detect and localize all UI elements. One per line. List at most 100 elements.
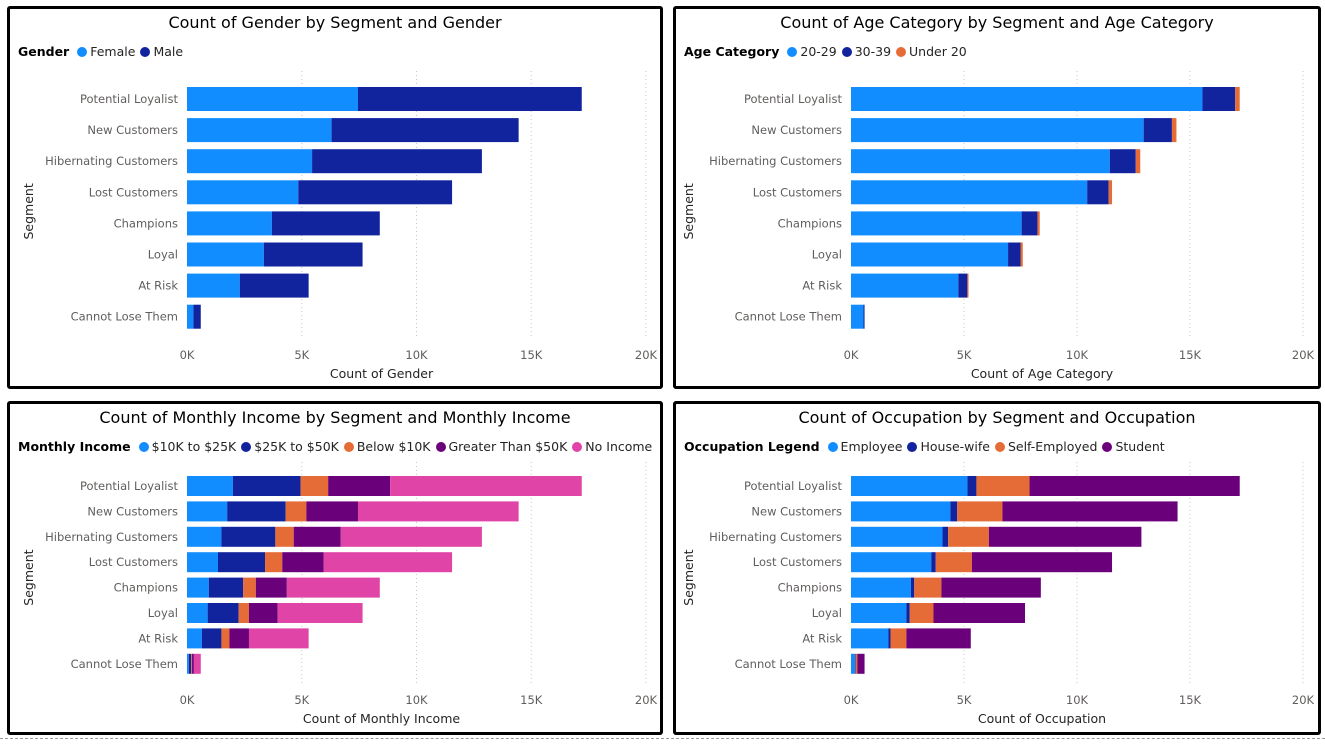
bar-segment[interactable] <box>909 603 934 623</box>
bar-segment[interactable] <box>187 577 209 598</box>
bar-segment[interactable] <box>277 603 363 623</box>
bar-segment[interactable] <box>187 304 194 329</box>
chart-panel-occupation[interactable]: Count of Occupation by Segment and Occup… <box>673 401 1321 735</box>
bar-segment[interactable] <box>328 476 391 496</box>
bar-segment[interactable] <box>942 526 949 547</box>
bar-segment[interactable] <box>207 603 239 623</box>
bar-segment[interactable] <box>193 653 201 674</box>
bar-segment[interactable] <box>948 526 989 547</box>
bar-segment[interactable] <box>193 304 201 329</box>
bar-segment[interactable] <box>1202 87 1236 111</box>
chart-panel-monthly-income[interactable]: Count of Monthly Income by Segment and M… <box>7 401 663 735</box>
bar-segment[interactable] <box>851 242 1009 267</box>
bar-segment[interactable] <box>300 476 329 496</box>
legend-item-no-income[interactable]: No Income <box>572 439 652 454</box>
chart-panel-age-category[interactable]: Count of Age Category by Segment and Age… <box>673 6 1321 389</box>
bar-segment[interactable] <box>851 211 1022 236</box>
legend-item-self-employed[interactable]: Self-Employed <box>994 439 1097 454</box>
bar-segment[interactable] <box>1029 476 1240 496</box>
bar-segment[interactable] <box>1171 118 1177 143</box>
bar-segment[interactable] <box>971 552 1113 573</box>
bar-segment[interactable] <box>857 653 865 674</box>
bar-segment[interactable] <box>851 304 864 329</box>
bar-segment[interactable] <box>957 501 1003 522</box>
bar-segment[interactable] <box>340 526 482 547</box>
bar-segment[interactable] <box>906 603 910 623</box>
bar-segment[interactable] <box>851 87 1203 111</box>
bar-segment[interactable] <box>1020 242 1023 267</box>
bar-segment[interactable] <box>331 118 519 143</box>
bar-segment[interactable] <box>255 577 287 598</box>
bar-segment[interactable] <box>187 149 313 174</box>
legend-item-greater-than-50k[interactable]: Greater Than $50K <box>435 439 567 454</box>
chart-panel-gender[interactable]: Count of Gender by Segment and Gender Ge… <box>7 6 663 389</box>
bar-segment[interactable] <box>851 476 968 496</box>
bar-segment[interactable] <box>357 501 519 522</box>
bar-segment[interactable] <box>851 149 1110 174</box>
bar-segment[interactable] <box>248 603 278 623</box>
bar-segment[interactable] <box>967 476 977 496</box>
bar-segment[interactable] <box>1002 501 1178 522</box>
bar-segment[interactable] <box>312 149 482 174</box>
bar-segment[interactable] <box>851 180 1088 205</box>
bar-segment[interactable] <box>357 87 582 111</box>
bar-segment[interactable] <box>851 628 889 649</box>
bar-segment[interactable] <box>271 211 380 236</box>
bar-chart[interactable]: 0K 5K 10K 15K 20K Potential Loyalist New Custo… <box>10 404 660 732</box>
bar-segment[interactable] <box>221 628 230 649</box>
bar-segment[interactable] <box>243 577 256 598</box>
bar-segment[interactable] <box>1143 118 1172 143</box>
bar-segment[interactable] <box>239 273 309 298</box>
bar-segment[interactable] <box>851 552 932 573</box>
legend-item-student[interactable]: Student <box>1102 439 1165 454</box>
bar-chart[interactable]: 0K 5K 10K 15K 20K Potential Loyalist New Custo… <box>10 9 660 386</box>
bar-segment[interactable] <box>1109 149 1136 174</box>
bar-segment[interactable] <box>910 577 915 598</box>
bar-segment[interactable] <box>265 552 283 573</box>
bar-segment[interactable] <box>263 242 363 267</box>
bar-segment[interactable] <box>187 211 272 236</box>
bar-segment[interactable] <box>851 526 943 547</box>
bar-segment[interactable] <box>851 118 1144 143</box>
bar-segment[interactable] <box>187 653 189 674</box>
legend-item-employee[interactable]: Employee <box>827 439 902 454</box>
legend-item-30-39[interactable]: 30-39 <box>841 44 891 59</box>
bar-segment[interactable] <box>855 653 856 674</box>
bar-segment[interactable] <box>187 628 202 649</box>
bar-segment[interactable] <box>187 87 358 111</box>
bar-segment[interactable] <box>282 552 324 573</box>
bar-chart[interactable]: 0K 5K 10K 15K 20K Potential Loyalist New Custo… <box>676 9 1318 386</box>
bar-segment[interactable] <box>275 526 294 547</box>
legend-item-25k-to-50k[interactable]: $25K to $50K <box>241 439 339 454</box>
bar-segment[interactable] <box>187 476 233 496</box>
bar-segment[interactable] <box>958 273 968 298</box>
bar-segment[interactable] <box>1108 180 1113 205</box>
bar-segment[interactable] <box>188 653 192 674</box>
bar-segment[interactable] <box>187 603 208 623</box>
bar-segment[interactable] <box>851 273 959 298</box>
legend-item-under-20[interactable]: Under 20 <box>896 44 967 59</box>
bar-segment[interactable] <box>187 552 218 573</box>
bar-chart[interactable]: 0K 5K 10K 15K 20K Potential Loyalist New Custo… <box>676 404 1318 732</box>
bar-segment[interactable] <box>285 501 307 522</box>
bar-segment[interactable] <box>306 501 358 522</box>
bar-segment[interactable] <box>221 526 276 547</box>
bar-segment[interactable] <box>201 628 222 649</box>
legend-item-male[interactable]: Male <box>140 44 183 59</box>
bar-segment[interactable] <box>1135 149 1141 174</box>
bar-segment[interactable] <box>187 273 240 298</box>
bar-segment[interactable] <box>187 180 299 205</box>
bar-segment[interactable] <box>187 526 222 547</box>
bar-segment[interactable] <box>229 628 249 649</box>
bar-segment[interactable] <box>187 501 228 522</box>
bar-segment[interactable] <box>248 628 309 649</box>
bar-segment[interactable] <box>1008 242 1021 267</box>
bar-segment[interactable] <box>217 552 266 573</box>
bar-segment[interactable] <box>855 653 858 674</box>
bar-segment[interactable] <box>890 628 907 649</box>
bar-segment[interactable] <box>187 242 264 267</box>
bar-segment[interactable] <box>192 653 194 674</box>
bar-segment[interactable] <box>851 577 911 598</box>
bar-segment[interactable] <box>323 552 453 573</box>
legend-item-10k-to-25k[interactable]: $10K to $25K <box>138 439 236 454</box>
